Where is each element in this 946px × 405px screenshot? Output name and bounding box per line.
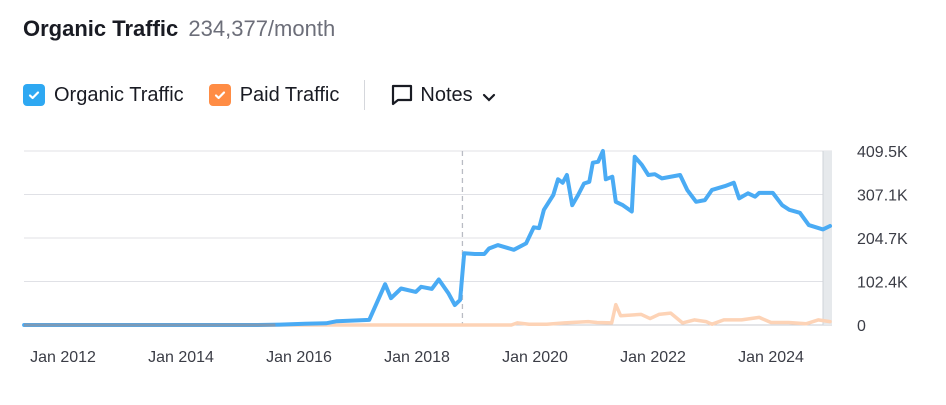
organic-checkbox[interactable] [23, 84, 45, 106]
x-tick-label: Jan 2016 [266, 349, 332, 366]
widget-title: Organic Traffic 234,377/month [23, 16, 335, 42]
organic-traffic-line [22, 149, 832, 327]
check-icon [28, 91, 40, 100]
traffic-value: 234,377/month [188, 16, 336, 41]
paid-checkbox[interactable] [208, 84, 231, 106]
check-icon [214, 91, 225, 100]
paid-traffic-toggle[interactable]: Paid Traffic [208, 83, 340, 107]
paid-traffic-line [22, 302, 832, 327]
x-tick-label: Jan 2012 [30, 349, 96, 366]
organic-label: Organic Traffic [54, 83, 184, 106]
comment-icon [392, 84, 413, 106]
title-text: Organic Traffic [23, 16, 179, 41]
y-tick-label: 307.1K [857, 188, 908, 205]
chevron-down-icon [482, 93, 495, 102]
organic-traffic-toggle[interactable]: Organic Traffic [23, 84, 184, 107]
x-tick-label: Jan 2020 [502, 349, 568, 366]
x-tick-label: Jan 2014 [148, 349, 214, 366]
x-tick-label: Jan 2024 [738, 349, 804, 366]
paid-label: Paid Traffic [239, 83, 340, 106]
legend-divider [364, 80, 366, 110]
y-tick-label: 0 [857, 318, 866, 335]
incomplete-period-band [823, 151, 832, 325]
y-tick-label: 409.5K [857, 144, 908, 161]
legend: Organic Traffic Paid Traffic Notes [23, 80, 522, 110]
notes-label: Notes [420, 83, 473, 106]
x-tick-label: Jan 2022 [620, 349, 686, 366]
notes-dropdown[interactable]: Notes [390, 83, 496, 107]
y-tick-label: 102.4K [857, 275, 908, 292]
y-tick-label: 204.7K [857, 231, 908, 248]
x-tick-label: Jan 2018 [384, 349, 450, 366]
